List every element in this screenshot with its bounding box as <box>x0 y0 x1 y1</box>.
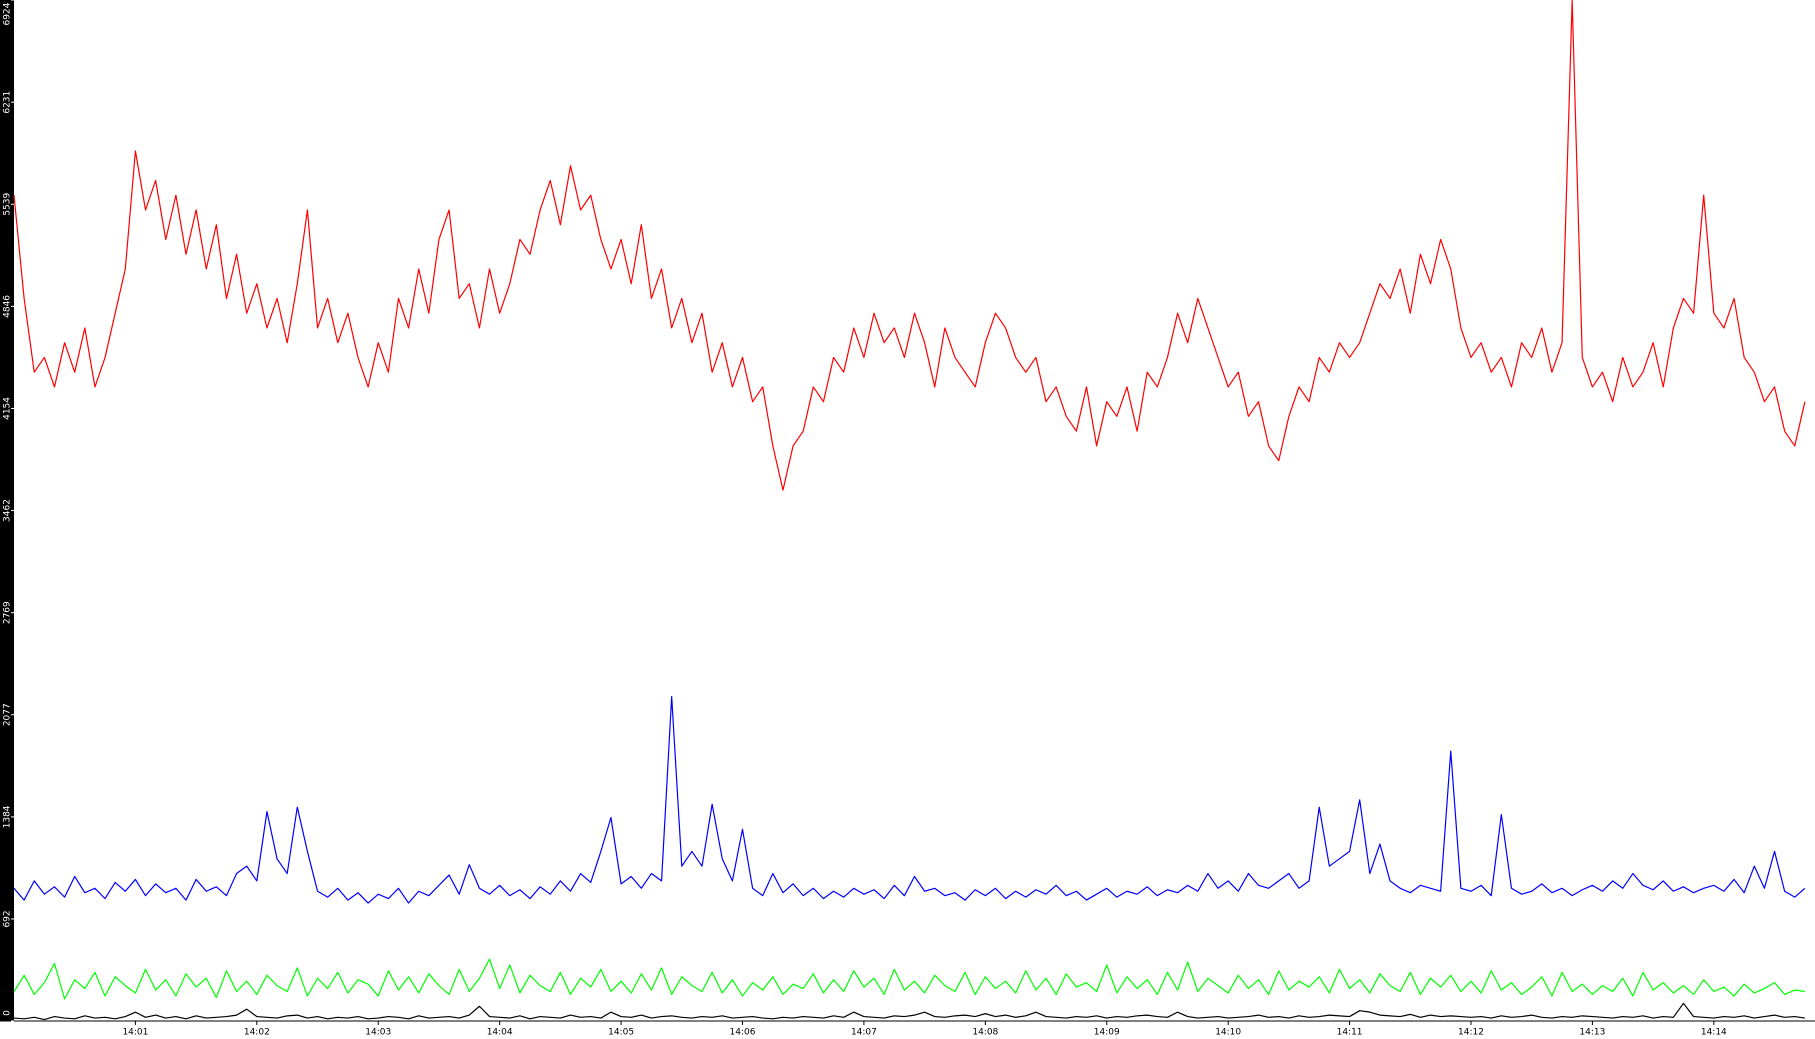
x-tick-label: 14:04 <box>487 1028 513 1038</box>
series-line <box>13 695 1806 904</box>
x-tick-label: 14:02 <box>244 1028 270 1038</box>
x-tick-label: 14:11 <box>1337 1028 1363 1038</box>
x-tick-label: 14:09 <box>1094 1028 1120 1038</box>
y-tick-label: 692 <box>3 910 13 927</box>
x-tick-label: 14:07 <box>851 1028 877 1038</box>
x-tick-label: 14:06 <box>730 1028 756 1038</box>
x-tick-label: 14:05 <box>608 1028 634 1038</box>
y-tick-label: 1384 <box>3 805 13 828</box>
y-tick-label: 4846 <box>3 295 13 318</box>
y-tick-label: 5539 <box>3 193 13 216</box>
x-tick-label: 14:08 <box>972 1028 998 1038</box>
x-tick-label: 14:10 <box>1215 1028 1241 1038</box>
series-line <box>13 0 1806 491</box>
x-tick-label: 14:14 <box>1701 1028 1727 1038</box>
x-tick-label: 14:01 <box>122 1028 148 1038</box>
y-tick-label: 2077 <box>3 703 13 726</box>
series-line <box>13 958 1805 1000</box>
y-tick-label: 3462 <box>3 499 13 522</box>
y-tick-label: 0 <box>3 1010 13 1016</box>
x-tick-label: 14:12 <box>1458 1028 1484 1038</box>
x-tick-label: 14:03 <box>365 1028 391 1038</box>
y-tick-label: 2769 <box>3 601 13 624</box>
y-tick-label: 4154 <box>3 397 13 420</box>
series-line <box>13 1002 1805 1021</box>
y-axis-strip <box>0 0 14 1021</box>
y-tick-label: 6231 <box>3 91 13 114</box>
x-tick-label: 14:13 <box>1579 1028 1605 1038</box>
y-tick-label: 6924 <box>3 2 13 25</box>
